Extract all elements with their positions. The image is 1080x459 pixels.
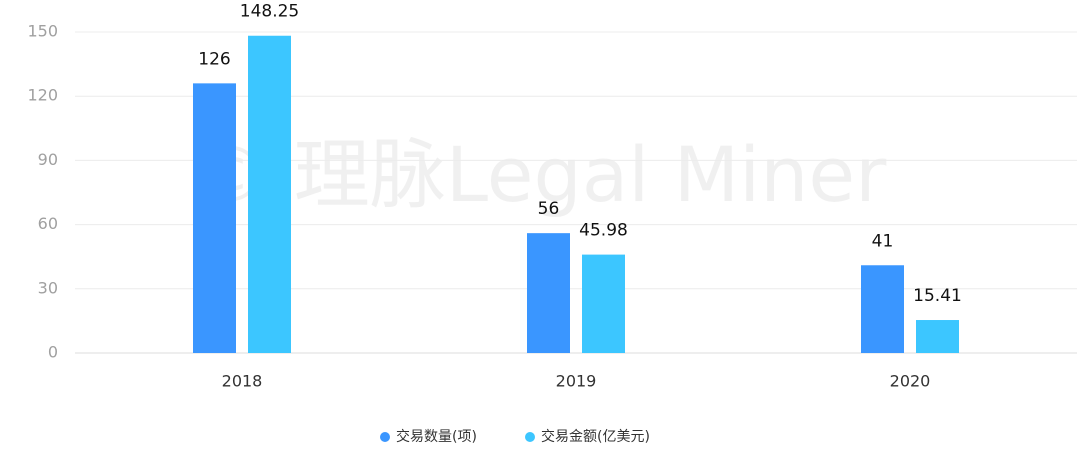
value-label: 56 (538, 199, 560, 219)
watermark: © 理脉Legal Miner (194, 130, 888, 219)
bar (916, 320, 959, 353)
y-tick-label: 30 (38, 278, 58, 297)
y-tick-label: 0 (48, 343, 58, 362)
bar (527, 233, 570, 353)
legend-marker (525, 432, 535, 442)
bar (861, 265, 904, 353)
value-label: 41 (872, 231, 894, 251)
x-tick-label: 2020 (890, 372, 931, 391)
legend-label: 交易金额(亿美元) (541, 428, 650, 445)
value-label: 148.25 (240, 2, 299, 22)
value-label: 126 (198, 49, 230, 69)
legend-label: 交易数量(项) (396, 428, 477, 445)
value-label: 15.41 (913, 286, 962, 306)
value-label: 45.98 (579, 221, 628, 241)
bar (248, 35, 291, 354)
x-tick-label: 2019 (556, 372, 597, 391)
y-tick-label: 120 (27, 86, 58, 105)
x-tick-label: 2018 (222, 372, 263, 391)
y-tick-label: 90 (38, 150, 58, 169)
legend-marker (380, 432, 390, 442)
y-tick-label: 150 (27, 22, 58, 41)
y-tick-label: 60 (38, 214, 58, 233)
bar (582, 254, 625, 353)
bar (193, 83, 236, 354)
